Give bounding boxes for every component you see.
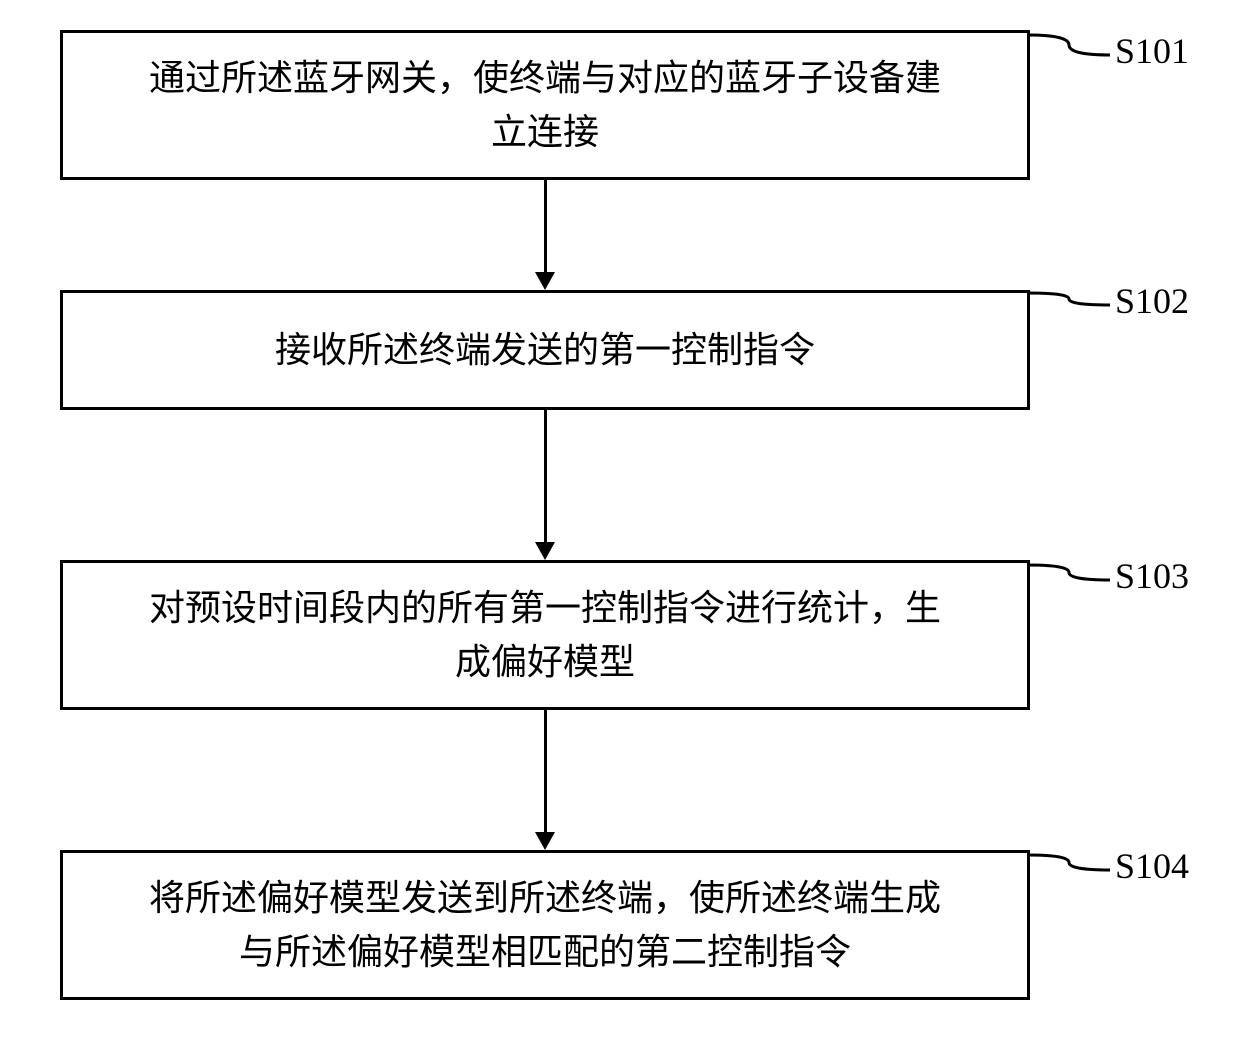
- arrow-s103-s104: [544, 710, 547, 836]
- flow-label-s101: S101: [1115, 30, 1189, 72]
- flowchart-canvas: 通过所述蓝牙网关，使终端与对应的蓝牙子设备建 立连接 S101 接收所述终端发送的第…: [0, 0, 1240, 1047]
- flow-box-text-s101: 通过所述蓝牙网关，使终端与对应的蓝牙子设备建 立连接: [149, 51, 941, 159]
- flow-label-s104: S104: [1115, 845, 1189, 887]
- flow-box-s104: 将所述偏好模型发送到所述终端，使所述终端生成 与所述偏好模型相匹配的第二控制指令: [60, 850, 1030, 1000]
- label-connector-s104: [1023, 850, 1115, 875]
- flow-box-s103: 对预设时间段内的所有第一控制指令进行统计，生 成偏好模型: [60, 560, 1030, 710]
- arrow-head-icon: [535, 832, 555, 850]
- arrow-head-icon: [535, 272, 555, 290]
- arrow-s102-s103: [544, 410, 547, 546]
- flow-label-s103: S103: [1115, 555, 1189, 597]
- flow-box-text-s103: 对预设时间段内的所有第一控制指令进行统计，生 成偏好模型: [149, 581, 941, 689]
- label-connector-s101: [1023, 30, 1115, 60]
- label-connector-s103: [1023, 560, 1115, 585]
- arrow-head-icon: [535, 542, 555, 560]
- flow-box-text-s102: 接收所述终端发送的第一控制指令: [275, 323, 815, 377]
- arrow-s101-s102: [544, 180, 547, 276]
- label-connector-s102: [1023, 288, 1115, 310]
- flow-box-text-s104: 将所述偏好模型发送到所述终端，使所述终端生成 与所述偏好模型相匹配的第二控制指令: [149, 871, 941, 979]
- flow-box-s101: 通过所述蓝牙网关，使终端与对应的蓝牙子设备建 立连接: [60, 30, 1030, 180]
- flow-box-s102: 接收所述终端发送的第一控制指令: [60, 290, 1030, 410]
- flow-label-s102: S102: [1115, 280, 1189, 322]
